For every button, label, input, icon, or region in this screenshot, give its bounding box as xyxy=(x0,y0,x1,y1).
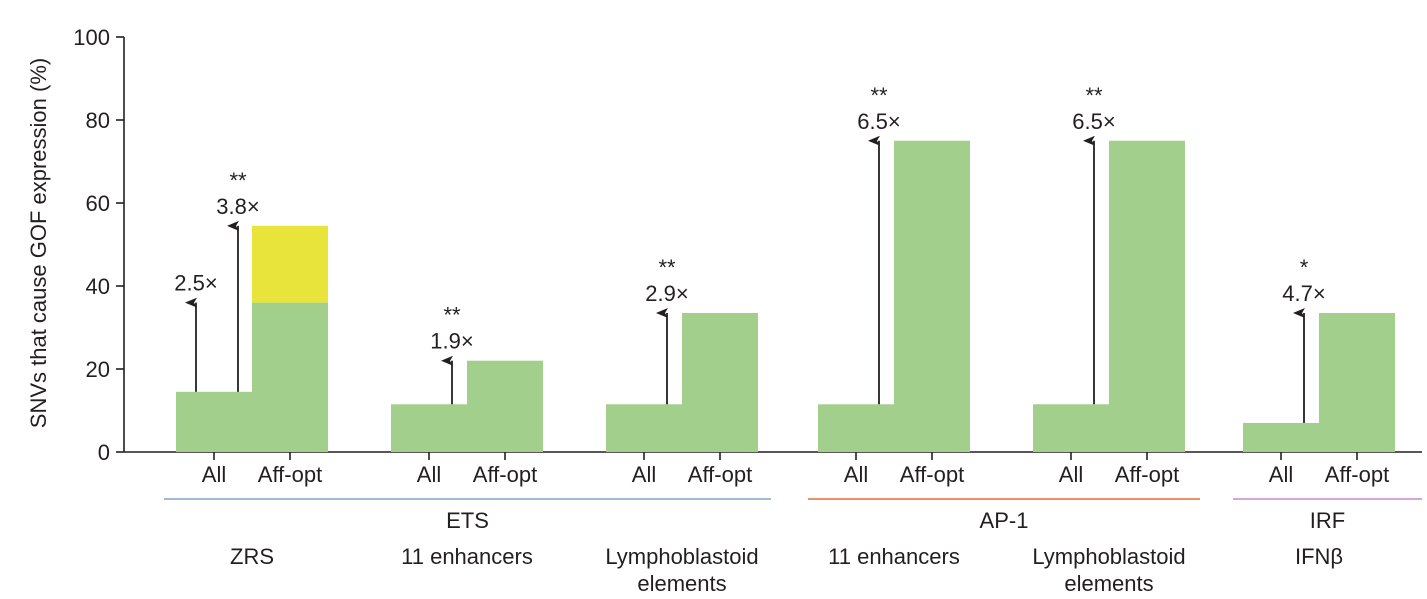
subset-label: Lymphoblastoid xyxy=(1032,544,1185,569)
y-tick-label: 20 xyxy=(86,357,110,382)
subset-label: elements xyxy=(1064,571,1153,596)
bar-all xyxy=(1033,404,1109,452)
bar-all xyxy=(176,391,252,452)
fold-change-label: 3.8× xyxy=(216,194,259,219)
fold-change-label: 2.9× xyxy=(645,281,688,306)
y-tick-label: 60 xyxy=(86,191,110,216)
y-tick-label: 80 xyxy=(86,108,110,133)
significance-label: ** xyxy=(443,303,461,328)
significance-label: ** xyxy=(229,168,247,193)
significance-label: ** xyxy=(658,255,676,280)
subset-label: IFNβ xyxy=(1295,544,1343,569)
bar-all xyxy=(818,404,894,452)
bar-affopt xyxy=(1319,312,1395,452)
bar-all xyxy=(1243,422,1319,452)
fold-change-label: 4.7× xyxy=(1282,281,1325,306)
y-axis: 0 20 40 60 80 100 xyxy=(73,25,1422,465)
y-tick-label: 40 xyxy=(86,274,110,299)
group-label: IRF xyxy=(1310,508,1345,533)
group-label: ETS xyxy=(446,508,489,533)
category-label: Aff-opt xyxy=(688,462,752,487)
category-label: Aff-opt xyxy=(1325,462,1389,487)
bars xyxy=(176,140,1395,452)
y-tick-label: 0 xyxy=(98,440,110,465)
category-label: All xyxy=(632,462,656,487)
category-label: Aff-opt xyxy=(473,462,537,487)
category-label: All xyxy=(1059,462,1083,487)
bar-all xyxy=(391,404,467,452)
category-label: Aff-opt xyxy=(1115,462,1179,487)
category-label: All xyxy=(202,462,226,487)
subset-label: 11 enhancers xyxy=(401,544,533,569)
fold-change-label: 6.5× xyxy=(857,109,900,134)
fold-change-label: 1.9× xyxy=(430,329,473,354)
bar-affopt xyxy=(1109,140,1185,452)
category-label: Aff-opt xyxy=(258,462,322,487)
subset-label: 11 enhancers xyxy=(828,544,960,569)
category-label: Aff-opt xyxy=(900,462,964,487)
subset-label: elements xyxy=(637,571,726,596)
subset-label: ZRS xyxy=(230,544,274,569)
bar-affopt xyxy=(894,140,970,452)
significance-label: * xyxy=(1300,255,1309,280)
bar-affopt xyxy=(252,302,328,452)
fold-change-label: 2.5× xyxy=(174,271,217,296)
subset-label: Lymphoblastoid xyxy=(605,544,758,569)
category-label: All xyxy=(844,462,868,487)
bar-affopt xyxy=(467,360,543,452)
annotations: 2.5×3.8×**1.9×**2.9×**6.5×**6.5×**4.7×* xyxy=(174,83,1326,423)
y-axis-title: SNVs that cause GOF expression (%) xyxy=(26,58,51,428)
y-tick-label: 100 xyxy=(73,25,110,50)
bar-affopt-extra xyxy=(252,225,328,303)
category-label: All xyxy=(1269,462,1293,487)
group-labels: ETS AP-1 IRF xyxy=(164,498,1422,533)
significance-label: ** xyxy=(870,83,888,108)
category-labels: All Aff-opt ZRS All Aff-opt 11 enhancers All Af… xyxy=(202,452,1389,596)
significance-label: ** xyxy=(1085,83,1103,108)
group-label: AP-1 xyxy=(980,508,1029,533)
fold-change-label: 6.5× xyxy=(1072,109,1115,134)
bar-all xyxy=(606,404,682,452)
bar-affopt xyxy=(682,312,758,452)
category-label: All xyxy=(417,462,441,487)
